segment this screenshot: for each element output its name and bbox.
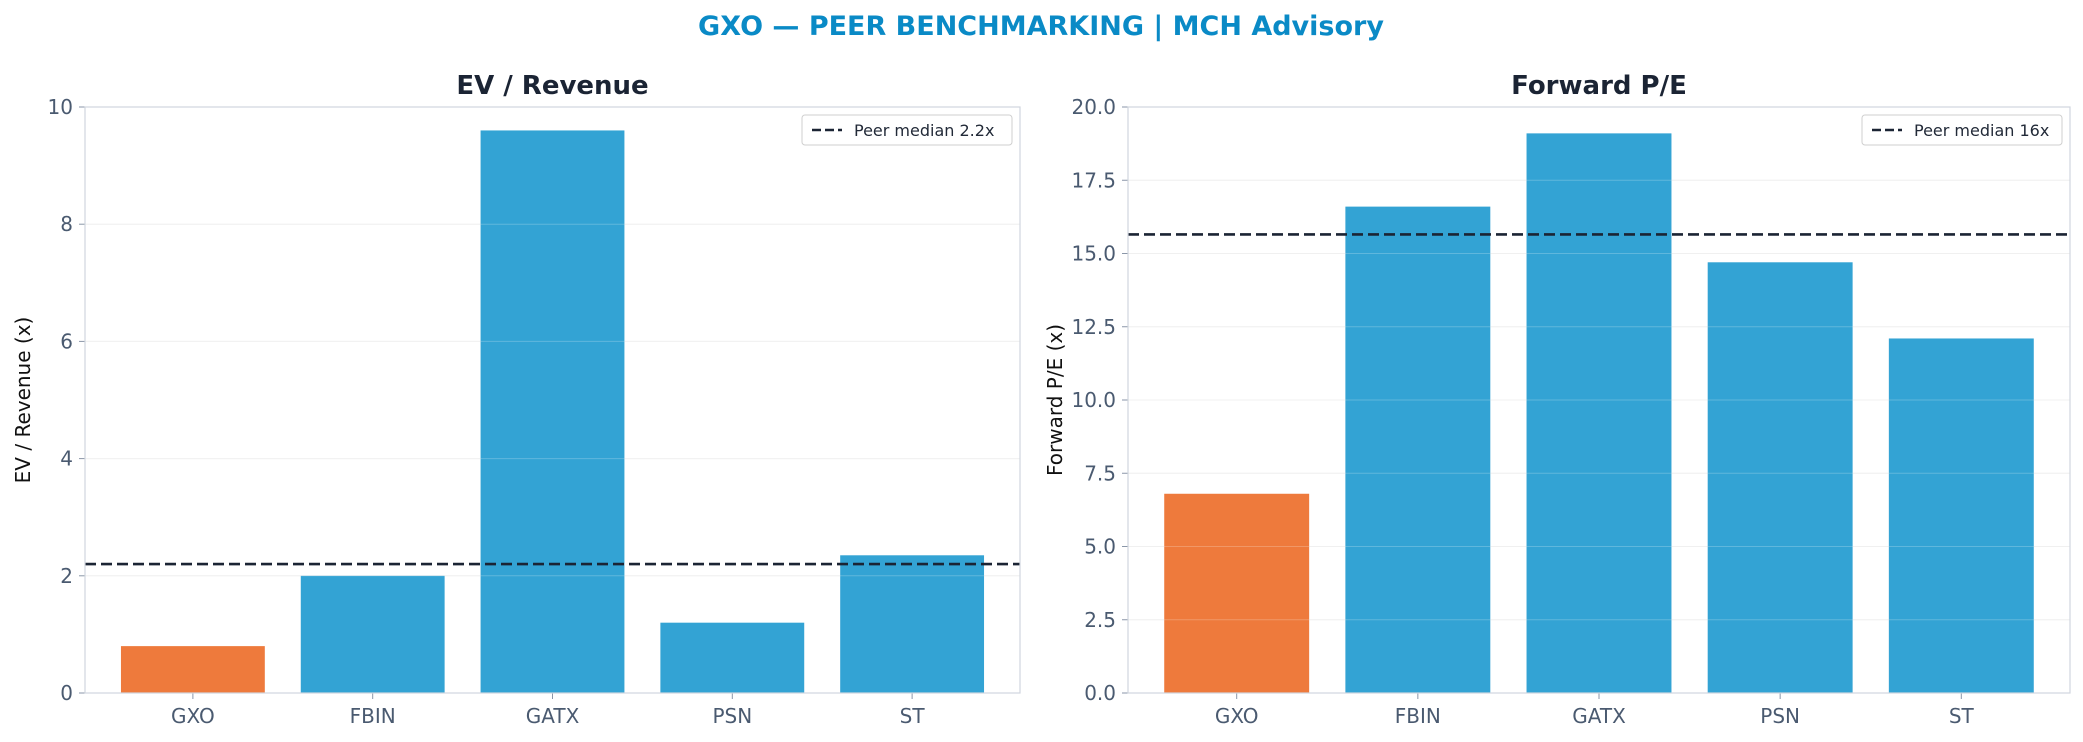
chart2-bar-gatx [1526,133,1672,693]
chart1-bar-gxo [120,646,265,693]
chart2-legend: Peer median 16x [1861,114,2063,146]
chart1-legend: Peer median 2.2x [801,114,1013,146]
chart2-xtick-label: PSN [1760,704,1800,728]
chart2-bar-fbin [1345,206,1491,693]
chart1-ytick-label: 4 [60,447,73,471]
chart2-bar-st [1888,338,2034,693]
chart1-bar-st [840,555,985,693]
chart2-ytick-label: 2.5 [1084,608,1116,632]
chart2-panel: GXO FBIN GATX PSN ST 0.0 2.5 5.0 7.5 10.0 12.5 15.0… [1043,71,2071,728]
chart1-title: EV / Revenue [456,71,648,101]
chart1-frame [84,106,1021,694]
chart2-frame [1127,106,2071,694]
chart1-xtick-label: FBIN [350,704,396,728]
chart2-ytick-label: 17.5 [1071,168,1116,192]
chart1-xtick-label: PSN [712,704,752,728]
chart2-ytick-label: 5.0 [1084,535,1116,559]
chart1-bar-psn [660,622,805,693]
chart1-bar-gatx [480,130,625,693]
chart2-bar-gxo [1164,493,1310,693]
chart1-ylabel: EV / Revenue (x) [11,317,35,484]
chart1-ytick-label: 8 [60,212,73,236]
chart2-title: Forward P/E [1511,71,1687,101]
chart1-ytick-label: 10 [48,95,73,119]
chart1-legend-label: Peer median 2.2x [854,121,994,140]
chart1-ytick-label: 6 [60,329,73,353]
chart2-xtick-label: GATX [1572,704,1626,728]
chart1-xtick-label: GXO [171,704,215,728]
chart2-ytick-label: 20.0 [1071,95,1116,119]
chart2-ytick-label: 10.0 [1071,388,1116,412]
chart1-ytick-label: 0 [60,681,73,705]
chart2-ytick-label: 7.5 [1084,461,1116,485]
figure-title: GXO — PEER BENCHMARKING | MCH Advisory [698,11,1384,42]
chart2-legend-label: Peer median 16x [1914,121,2049,140]
chart2-legend-box [1861,114,2063,146]
chart2-ylabel: Forward P/E (x) [1043,324,1067,476]
chart1-panel: GXO FBIN GATX PSN ST 0 2 4 6 8 10 EV / Revenue EV / … [11,71,1021,728]
chart2-ytick-label: 15.0 [1071,242,1116,266]
chart2-xtick-label: FBIN [1395,704,1441,728]
chart1-xtick-label: ST [900,704,926,728]
chart1-xtick-label: GATX [526,704,580,728]
chart2-ytick-label: 0.0 [1084,681,1116,705]
chart1-legend-box [801,114,1013,146]
chart2-xtick-label: GXO [1215,704,1259,728]
chart2-xtick-label: ST [1949,704,1975,728]
chart1-bar-fbin [300,575,445,693]
chart1-ytick-label: 2 [60,564,73,588]
chart2-bar-psn [1707,262,1853,693]
chart2-ytick-label: 12.5 [1071,315,1116,339]
